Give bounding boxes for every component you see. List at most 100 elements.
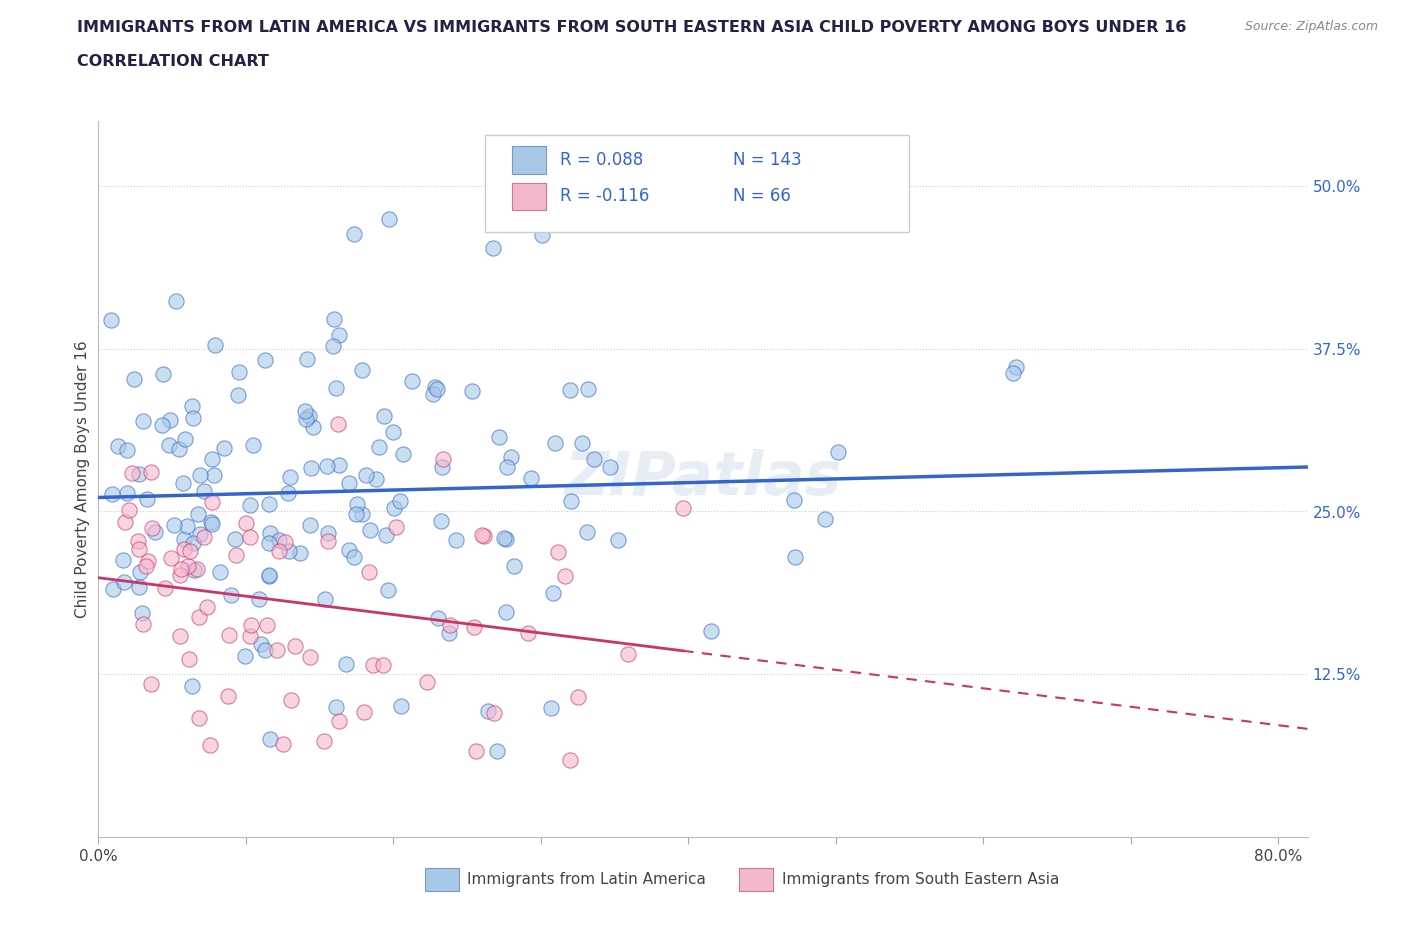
Point (150, 418, 173, 432)
Point (599, 459, 621, 474)
Point (617, 646, 640, 661)
Point (128, 467, 150, 482)
Point (112, 575, 135, 590)
Point (121, 466, 143, 481)
Point (188, 467, 211, 482)
Point (139, 465, 162, 480)
Point (314, 591, 336, 606)
Point (172, 476, 194, 491)
Point (783, 493, 806, 508)
Point (187, 506, 209, 521)
Point (496, 459, 519, 474)
Point (582, 451, 605, 466)
Point (201, 516, 224, 531)
Point (482, 241, 505, 256)
Point (212, 441, 235, 456)
Point (159, 413, 181, 428)
FancyBboxPatch shape (740, 868, 773, 891)
Point (328, 713, 350, 728)
Point (544, 435, 567, 450)
Point (298, 408, 321, 423)
Point (488, 430, 510, 445)
Point (377, 583, 399, 598)
Point (323, 312, 346, 326)
Point (298, 649, 321, 664)
Point (217, 688, 239, 703)
Text: IMMIGRANTS FROM LATIN AMERICA VS IMMIGRANTS FROM SOUTH EASTERN ASIA CHILD POVERT: IMMIGRANTS FROM LATIN AMERICA VS IMMIGRA… (77, 20, 1187, 35)
Point (218, 628, 240, 643)
Point (322, 339, 344, 353)
Point (827, 444, 849, 458)
Point (257, 497, 280, 512)
Point (325, 380, 347, 395)
Point (316, 534, 339, 549)
Point (114, 515, 136, 530)
Point (1005, 360, 1028, 375)
Point (382, 500, 405, 515)
Point (118, 502, 141, 517)
Point (177, 558, 200, 573)
Point (432, 459, 454, 474)
Point (485, 744, 508, 759)
Point (328, 417, 350, 432)
Point (499, 450, 522, 465)
Point (239, 530, 262, 545)
Point (299, 460, 322, 475)
Point (1001, 365, 1024, 380)
Point (177, 652, 200, 667)
Point (373, 408, 395, 423)
Point (299, 517, 322, 532)
Point (343, 550, 366, 565)
Point (267, 544, 290, 559)
Point (273, 534, 295, 549)
Point (176, 519, 198, 534)
Point (368, 440, 391, 455)
Point (353, 704, 375, 719)
Point (437, 626, 460, 641)
Point (173, 541, 195, 556)
Point (294, 411, 316, 426)
Point (160, 551, 183, 565)
Text: Source: ZipAtlas.com: Source: ZipAtlas.com (1244, 20, 1378, 33)
Point (392, 446, 415, 461)
Point (543, 585, 565, 600)
Point (225, 547, 247, 562)
Point (208, 565, 231, 579)
Point (558, 752, 581, 767)
Point (186, 562, 208, 577)
Point (100, 312, 122, 327)
Point (250, 637, 273, 652)
Point (492, 531, 515, 546)
Point (141, 677, 163, 692)
Point (135, 559, 157, 574)
Text: Immigrants from South Eastern Asia: Immigrants from South Eastern Asia (782, 871, 1059, 886)
Point (495, 604, 517, 619)
Point (352, 363, 374, 378)
Point (389, 698, 412, 713)
Point (278, 470, 301, 485)
Point (135, 491, 157, 506)
Point (328, 327, 350, 342)
Point (187, 609, 209, 624)
Point (129, 565, 152, 579)
Point (153, 580, 176, 595)
Point (463, 620, 485, 635)
Point (439, 618, 461, 632)
Point (783, 550, 806, 565)
Point (115, 485, 138, 500)
Text: Immigrants from Latin America: Immigrants from Latin America (467, 871, 706, 886)
Point (432, 451, 454, 466)
Point (143, 525, 166, 539)
Point (256, 618, 278, 633)
Point (359, 523, 381, 538)
Point (325, 699, 347, 714)
Point (181, 398, 204, 413)
Point (444, 532, 467, 547)
Point (239, 629, 262, 644)
Point (239, 618, 262, 632)
Text: ZIPatlas: ZIPatlas (564, 449, 842, 509)
Point (567, 689, 589, 704)
FancyBboxPatch shape (485, 135, 908, 232)
Point (471, 528, 494, 543)
Point (517, 625, 540, 640)
